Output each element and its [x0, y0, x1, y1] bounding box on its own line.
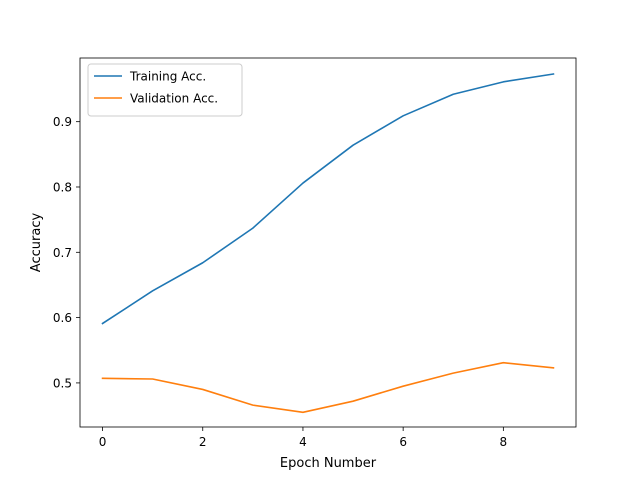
plot-frame [79, 57, 577, 428]
x-tick-label: 2 [199, 435, 207, 449]
x-axis-label: Epoch Number [280, 456, 377, 471]
x-tick-label: 8 [500, 435, 508, 449]
x-tick-label: 6 [399, 435, 407, 449]
y-tick-label: 0.7 [53, 246, 72, 260]
x-tick-label: 0 [99, 435, 107, 449]
y-tick-label: 0.8 [53, 180, 72, 194]
legend-label: Training Acc. [129, 70, 206, 84]
legend: Training Acc. Validation Acc. [87, 63, 243, 117]
series-layer [101, 73, 555, 414]
y-axis-ticks: 0.5 0.6 0.7 0.8 0.9 [53, 115, 80, 390]
x-axis-ticks: 0 2 4 6 8 [99, 427, 507, 449]
legend-label: Validation Acc. [130, 92, 218, 106]
series-line-training [101, 73, 555, 325]
y-tick-label: 0.6 [53, 311, 72, 325]
y-tick-label: 0.5 [53, 376, 72, 390]
y-tick-label: 0.9 [53, 115, 72, 129]
x-tick-label: 4 [299, 435, 307, 449]
legend-box [87, 63, 243, 117]
series-line-validation [101, 361, 555, 414]
y-axis-label: Accuracy [29, 213, 44, 273]
